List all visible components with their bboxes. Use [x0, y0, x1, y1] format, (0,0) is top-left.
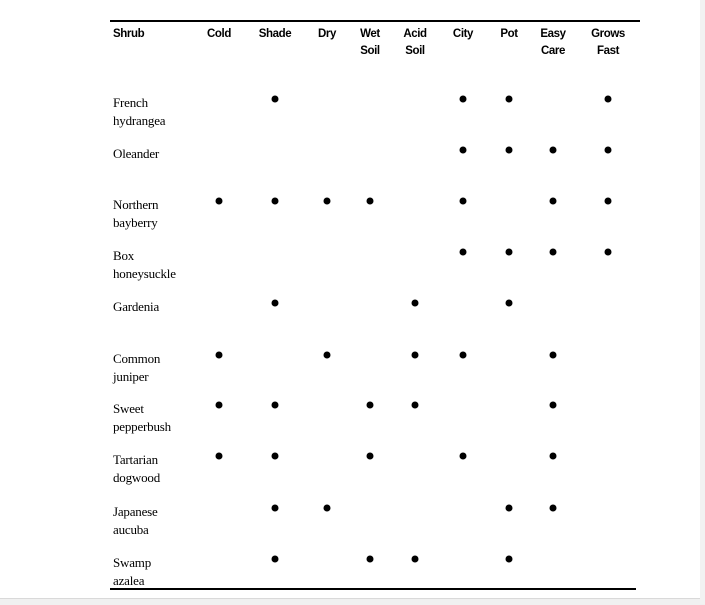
check-dot-pot — [505, 555, 513, 563]
check-dot-easy-care — [549, 504, 557, 512]
check-dot-city — [459, 197, 467, 205]
check-dot-wet-soil — [366, 197, 374, 205]
viewer-bottom-edge — [0, 598, 705, 605]
check-dot-dry — [323, 351, 331, 359]
check-dot-shade — [271, 555, 279, 563]
column-header-acid-soil: Acid Soil — [403, 28, 427, 57]
check-dot-shade — [271, 95, 279, 103]
check-dot-easy-care — [549, 248, 557, 256]
check-dot-city — [459, 95, 467, 103]
check-dot-acid-soil — [411, 351, 419, 359]
shrub-name: Northern bayberry — [113, 197, 159, 230]
check-dot-cold — [215, 401, 223, 409]
check-dot-city — [459, 248, 467, 256]
check-dot-city — [459, 351, 467, 359]
check-dot-city — [459, 452, 467, 460]
check-dot-shade — [271, 401, 279, 409]
shrub-name: Swamp azalea — [113, 555, 152, 588]
check-dot-pot — [505, 146, 513, 154]
check-dot-pot — [505, 248, 513, 256]
check-dot-acid-soil — [411, 401, 419, 409]
check-dot-shade — [271, 452, 279, 460]
check-dot-grows-fast — [604, 197, 612, 205]
check-dot-cold — [215, 197, 223, 205]
check-dot-acid-soil — [411, 299, 419, 307]
check-dot-cold — [215, 452, 223, 460]
shrub-name: Japanese aucuba — [113, 504, 158, 537]
table-bottom-rule — [110, 588, 636, 590]
check-dot-pot — [505, 95, 513, 103]
column-header-pot: Pot — [500, 28, 518, 40]
column-header-dry: Dry — [318, 28, 336, 40]
column-header-wet-soil: Wet Soil — [360, 28, 380, 57]
check-dot-shade — [271, 504, 279, 512]
check-dot-easy-care — [549, 197, 557, 205]
check-dot-pot — [505, 299, 513, 307]
check-dot-wet-soil — [366, 555, 374, 563]
shrub-name: Tartarian dogwood — [113, 452, 160, 485]
check-dot-grows-fast — [604, 248, 612, 256]
check-dot-grows-fast — [604, 146, 612, 154]
check-dot-city — [459, 146, 467, 154]
check-dot-pot — [505, 504, 513, 512]
check-dot-cold — [215, 351, 223, 359]
shrub-name: Box honeysuckle — [113, 248, 176, 281]
check-dot-easy-care — [549, 452, 557, 460]
shrub-name: Gardenia — [113, 299, 160, 314]
shrub-name: French hydrangea — [113, 95, 166, 128]
check-dot-dry — [323, 197, 331, 205]
check-dot-easy-care — [549, 351, 557, 359]
check-dot-wet-soil — [366, 452, 374, 460]
check-dot-acid-soil — [411, 555, 419, 563]
column-header-city: City — [452, 28, 474, 40]
check-dot-easy-care — [549, 401, 557, 409]
column-header-cold: Cold — [207, 28, 231, 40]
check-dot-shade — [271, 197, 279, 205]
table-top-rule — [110, 20, 640, 22]
check-dot-shade — [271, 299, 279, 307]
check-dot-wet-soil — [366, 401, 374, 409]
check-dot-grows-fast — [604, 95, 612, 103]
shrub-name: Common juniper — [113, 351, 161, 384]
column-header-shrub: Shrub — [113, 28, 145, 40]
shrub-name: Sweet pepperbush — [113, 401, 171, 434]
shrub-name: Oleander — [113, 146, 160, 161]
column-header-grows-fast: Grows Fast — [591, 28, 625, 57]
column-header-shade: Shade — [258, 28, 292, 40]
check-dot-easy-care — [549, 146, 557, 154]
viewer-right-edge — [700, 0, 705, 604]
column-header-easy-care: Easy Care — [540, 28, 566, 57]
check-dot-dry — [323, 504, 331, 512]
